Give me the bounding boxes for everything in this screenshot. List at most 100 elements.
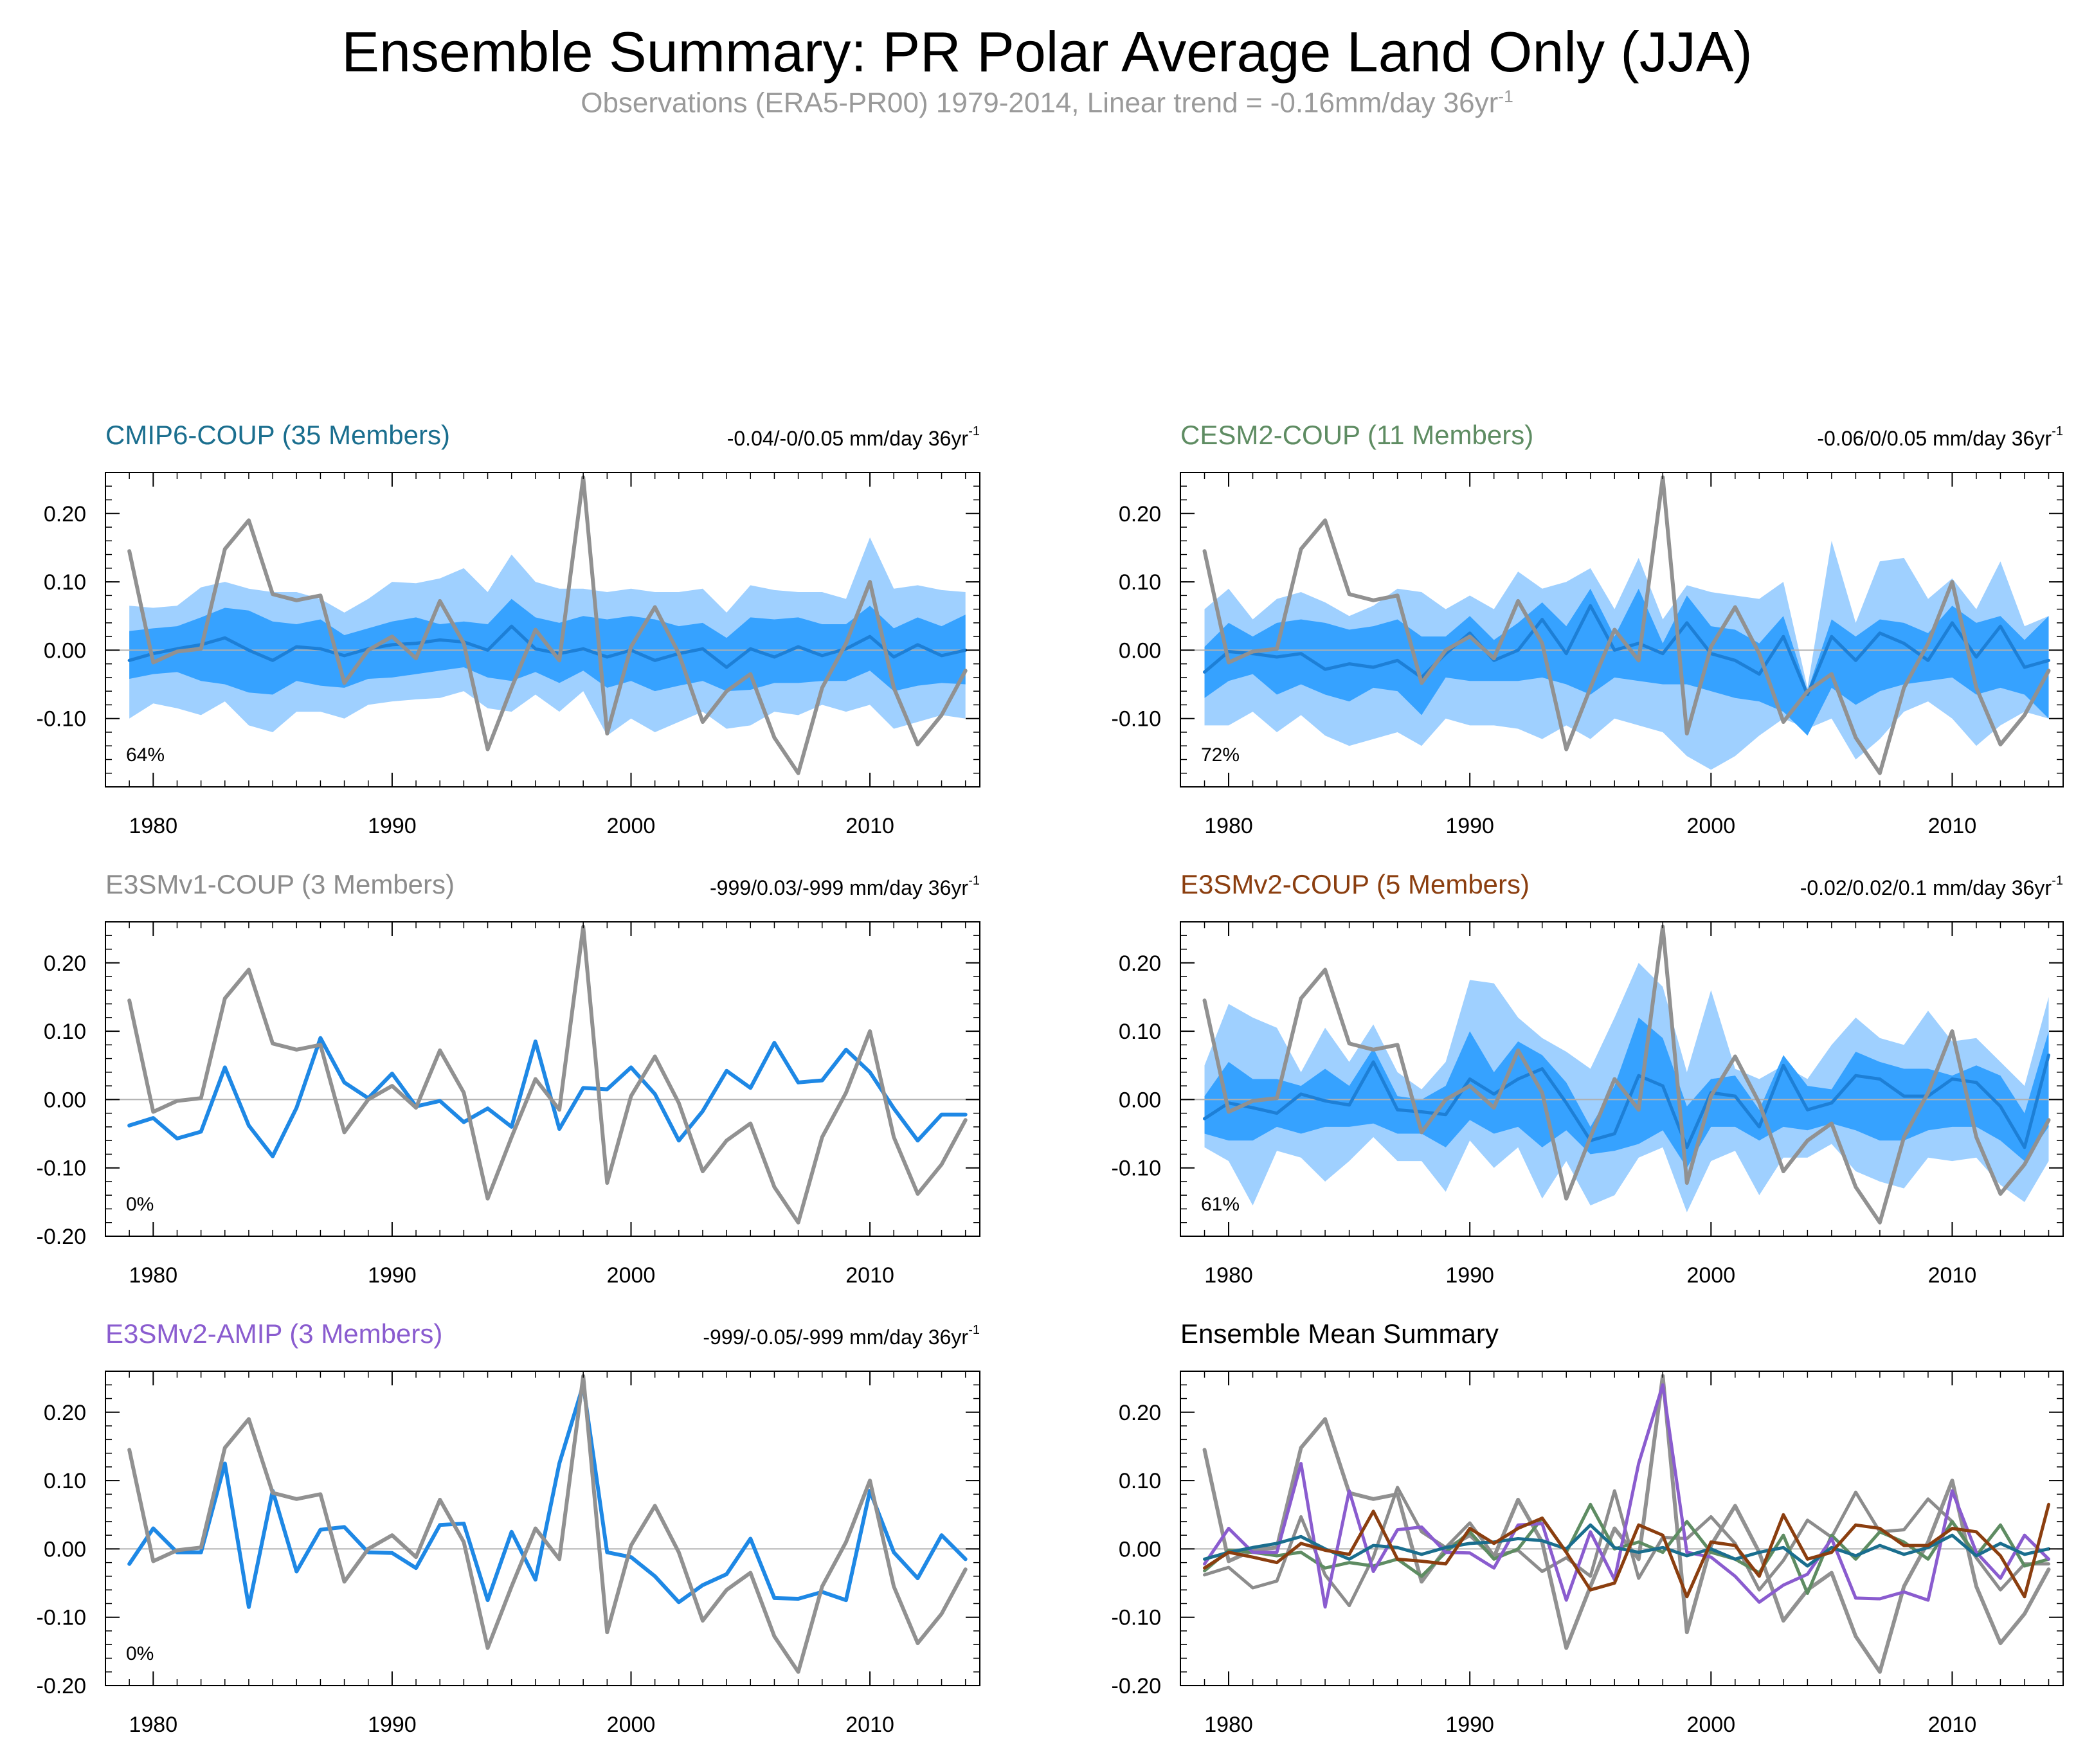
plot-frame [105, 472, 980, 788]
panel-title: E3SMv2-AMIP (3 Members) [105, 1318, 442, 1349]
panel-trend-superscript: -1 [2052, 424, 2063, 438]
plot-area [1180, 1374, 2063, 1674]
x-tick-label: 1980 [129, 814, 177, 838]
y-tick-label: 0.00 [44, 1088, 86, 1112]
observation-line [127, 924, 968, 1225]
y-tick-label: 0.00 [1119, 1537, 1161, 1562]
subtitle-text: Observations (ERA5-PR00) 1979-2014, Line… [581, 87, 1499, 119]
panel-trend: -0.06/0/0.05 mm/day 36yr [1817, 427, 2052, 450]
panel-trend: -0.02/0.02/0.1 mm/day 36yr [1800, 876, 2052, 899]
panel-title: CMIP6-COUP (35 Members) [105, 420, 450, 450]
member-mean-line [127, 1036, 968, 1158]
page-subtitle: Observations (ERA5-PR00) 1979-2014, Line… [0, 87, 2094, 120]
observation-line [1202, 475, 2051, 775]
x-tick-label: 2000 [607, 1263, 656, 1288]
panel-title: E3SMv1-COUP (3 Members) [105, 869, 455, 899]
y-tick-label: 0.10 [1119, 570, 1161, 595]
y-tick-label: 0.20 [44, 1401, 86, 1425]
x-tick-label: 1990 [368, 1713, 417, 1737]
y-tick-label: 0.10 [1119, 1020, 1161, 1044]
x-tick-label: 2000 [1686, 1713, 1735, 1737]
ensemble-mean-line [127, 624, 968, 669]
x-tick-label: 1980 [129, 1713, 177, 1737]
x-tick-label: 2010 [1928, 814, 1977, 838]
member-mean-line [127, 1383, 968, 1609]
y-tick-label: 0.00 [44, 638, 86, 663]
percent-label: 61% [1201, 1194, 1240, 1215]
x-tick-label: 1990 [368, 1263, 417, 1288]
plot-frame [1180, 1371, 2064, 1686]
x-tick-label: 2010 [1928, 1713, 1977, 1737]
x-tick-label: 2000 [1686, 814, 1735, 838]
y-tick-label: -0.20 [1112, 1674, 1162, 1698]
y-tick-label: -0.10 [37, 707, 87, 732]
x-tick-label: 2000 [607, 1713, 656, 1737]
panel-cmip6: CMIP6-COUP (35 Members) -0.04/-0/0.05 mm/… [37, 420, 980, 838]
observation-line [1202, 1374, 2051, 1674]
percent-label: 0% [126, 1643, 154, 1664]
percent-label: 72% [1201, 744, 1240, 766]
plot-area [105, 1374, 980, 1674]
series-line-e3smv1 [1203, 1486, 2050, 1608]
x-tick-label: 1990 [1445, 1713, 1494, 1737]
panel-ensemble_mean: Ensemble Mean Summary 0.20 0.10 0.00 -0.10 -0… [1112, 1318, 2064, 1737]
panel-title: E3SMv2-COUP (5 Members) [1180, 869, 1530, 899]
plot-area [1180, 924, 2063, 1225]
panel-trend: -999/-0.05/-999 mm/day 36yr [703, 1326, 968, 1349]
y-tick-label: 0.20 [44, 502, 86, 526]
ensemble-mean-line [1203, 1053, 2050, 1149]
x-tick-label: 1990 [1445, 814, 1494, 838]
y-tick-label: -0.10 [1112, 1156, 1162, 1181]
x-tick-label: 2010 [1928, 1263, 1977, 1288]
subtitle-superscript: -1 [1498, 87, 1513, 106]
panel-title: Ensemble Mean Summary [1180, 1318, 1499, 1349]
spread-band-inner [1204, 588, 2049, 736]
plot-area [1180, 475, 2063, 775]
panel-trend: -0.04/-0/0.05 mm/day 36yr [727, 427, 969, 450]
panel-e3smv1: E3SMv1-COUP (3 Members) -999/0.03/-999 mm… [37, 869, 980, 1288]
x-tick-label: 2000 [607, 814, 656, 838]
panel-e3smv2_amip: E3SMv2-AMIP (3 Members) -999/-0.05/-999 m… [37, 1318, 980, 1737]
x-tick-label: 1980 [1204, 1263, 1253, 1288]
percent-label: 0% [126, 1194, 154, 1215]
y-tick-label: 0.20 [1119, 1401, 1161, 1425]
observation-line [127, 475, 968, 775]
panel-trend-superscript: -1 [2052, 874, 2063, 888]
plot-area [105, 924, 980, 1225]
series-line-e3smv2_amip [1203, 1383, 2050, 1609]
panel-trend-superscript: -1 [968, 874, 980, 888]
x-tick-label: 2010 [845, 814, 894, 838]
y-tick-label: 0.20 [1119, 502, 1161, 526]
y-tick-label: 0.00 [1119, 1088, 1161, 1112]
panel-e3smv2: E3SMv2-COUP (5 Members) -0.02/0.02/0.1 mm… [1112, 869, 2064, 1288]
y-tick-label: 0.10 [44, 1020, 86, 1044]
plot-frame [1180, 921, 2064, 1237]
plot-frame [105, 1371, 980, 1686]
plot-frame [105, 921, 980, 1237]
observation-line [1202, 924, 2051, 1225]
panel-trend: -999/0.03/-999 mm/day 36yr [710, 876, 968, 899]
y-tick-label: 0.10 [44, 1469, 86, 1493]
percent-label: 64% [126, 744, 165, 766]
y-tick-label: -0.20 [37, 1674, 87, 1698]
x-tick-label: 2000 [1686, 1263, 1735, 1288]
y-tick-label: -0.10 [1112, 1606, 1162, 1630]
panel-trend-superscript: -1 [968, 1323, 980, 1337]
x-tick-label: 2010 [845, 1713, 894, 1737]
y-tick-label: 0.00 [1119, 638, 1161, 663]
x-tick-label: 1990 [1445, 1263, 1494, 1288]
panel-trend-superscript: -1 [968, 424, 980, 438]
y-tick-label: 0.10 [44, 570, 86, 595]
y-tick-label: -0.10 [37, 1156, 87, 1181]
y-tick-label: 0.10 [1119, 1469, 1161, 1493]
x-tick-label: 2010 [845, 1263, 894, 1288]
panel-cesm2: CESM2-COUP (11 Members) -0.06/0/0.05 mm/d… [1112, 420, 2064, 838]
panel-title: CESM2-COUP (11 Members) [1180, 420, 1533, 450]
y-tick-label: 0.00 [44, 1537, 86, 1562]
y-tick-label: 0.20 [44, 951, 86, 976]
y-tick-label: 0.20 [1119, 951, 1161, 976]
y-tick-label: -0.10 [37, 1606, 87, 1630]
observation-line [127, 1374, 968, 1674]
y-tick-label: -0.20 [37, 1225, 87, 1249]
